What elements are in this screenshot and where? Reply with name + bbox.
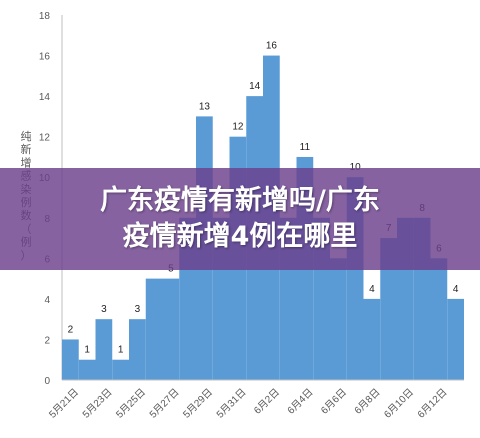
data-label: 1 (118, 345, 124, 356)
data-label: 2 (68, 324, 74, 335)
y-tick-label: 12 (39, 133, 51, 144)
data-label: 13 (199, 101, 211, 112)
data-label: 14 (249, 81, 261, 92)
bar (78, 359, 96, 380)
overlay-title-line-2: 疫情新增4例在哪里 (122, 221, 358, 252)
y-tick-label: 0 (44, 376, 50, 387)
x-tick-label: 5月21日 (47, 386, 81, 420)
data-label: 4 (453, 284, 459, 295)
overlay-title-line-1: 广东疫情有新增吗/广东 (100, 185, 380, 216)
y-axis-title-char: 新 (21, 142, 32, 156)
bar (162, 278, 180, 380)
y-tick-label: 2 (44, 335, 50, 346)
y-tick-label: 18 (39, 11, 51, 22)
bar (145, 278, 163, 380)
x-tick-label: 6月6日 (319, 386, 349, 416)
x-tick-label: 6月8日 (352, 386, 382, 416)
bar (330, 258, 347, 380)
bar (129, 319, 146, 380)
x-tick-label: 6月2日 (252, 386, 282, 416)
y-tick-label: 14 (39, 92, 51, 103)
data-label: 16 (266, 41, 278, 52)
y-tick-label: 16 (39, 52, 51, 63)
title-overlay-banner: 广东疫情有新增吗/广东 疫情新增4例在哪里 (0, 168, 480, 270)
y-tick-label: 4 (44, 295, 50, 306)
x-tick-label: 5月27日 (147, 386, 181, 420)
x-tick-label: 6月4日 (285, 386, 315, 416)
x-tick-label: 5月25日 (114, 386, 148, 420)
data-label: 11 (300, 142, 311, 153)
bar (363, 298, 381, 380)
bar (380, 238, 397, 380)
bar (112, 359, 129, 380)
data-label: 10 (350, 162, 362, 173)
x-tick-label: 5月23日 (80, 386, 114, 420)
x-tick-label: 5月29日 (181, 386, 215, 420)
bar (95, 319, 113, 380)
bar (447, 298, 464, 380)
bar (62, 339, 79, 380)
y-axis-title-char: 增 (21, 155, 32, 169)
data-label: 4 (369, 284, 375, 295)
data-label: 12 (232, 122, 244, 133)
x-tick-label: 6月12日 (415, 386, 449, 420)
data-label: 3 (101, 304, 107, 315)
bar (430, 258, 448, 380)
data-label: 1 (84, 345, 90, 356)
data-label: 3 (135, 304, 141, 315)
x-tick-label: 5月31日 (214, 386, 248, 420)
x-tick-label: 6月10日 (382, 386, 416, 420)
y-axis-title-char: 纯 (21, 130, 32, 143)
